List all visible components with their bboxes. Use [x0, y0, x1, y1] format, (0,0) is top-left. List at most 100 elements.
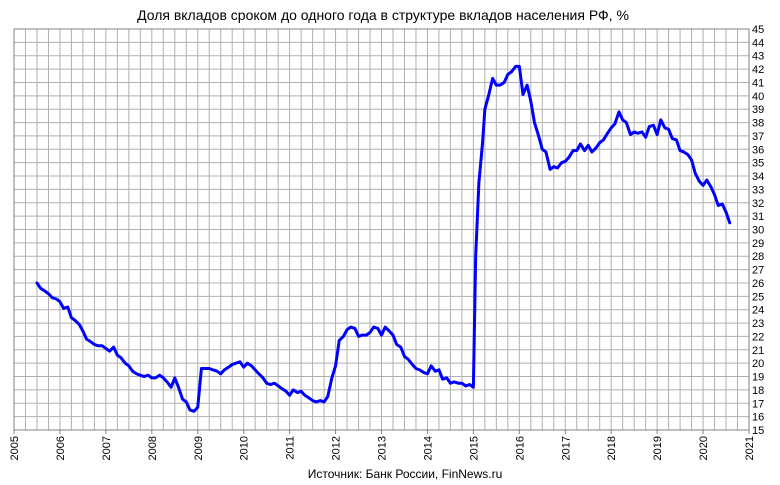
data-point [556, 166, 559, 170]
data-point [158, 374, 161, 377]
data-point [713, 193, 716, 196]
y-tick-label: 17 [752, 398, 764, 410]
data-point [472, 386, 475, 389]
data-point [322, 400, 326, 404]
data-point [162, 376, 165, 380]
data-point [146, 374, 150, 377]
data-point [112, 345, 115, 349]
data-point [208, 367, 211, 370]
x-tick-label: 2019 [652, 436, 664, 460]
series-layer [35, 64, 732, 413]
data-point [326, 395, 329, 398]
y-tick-label: 38 [752, 118, 764, 130]
y-tick-label: 33 [752, 184, 764, 196]
y-tick-label: 23 [752, 318, 764, 330]
data-point [319, 399, 322, 402]
data-point [131, 369, 134, 373]
data-point [629, 133, 632, 136]
data-point [663, 126, 667, 130]
data-point [123, 361, 127, 365]
data-point [73, 319, 77, 322]
y-tick-label: 22 [752, 331, 764, 343]
data-point [632, 130, 636, 134]
data-point [682, 150, 685, 154]
data-point [587, 144, 590, 147]
data-point [368, 331, 372, 334]
x-tick-label: 2017 [560, 436, 572, 460]
data-point [518, 65, 521, 68]
data-point [717, 204, 720, 207]
data-point [678, 149, 682, 152]
data-point [116, 353, 119, 357]
data-point [169, 386, 173, 389]
data-point [292, 388, 295, 392]
data-point [315, 400, 318, 404]
y-tick-label: 35 [752, 158, 764, 170]
data-point [414, 367, 418, 370]
data-point [135, 372, 138, 376]
data-point [288, 394, 291, 397]
data-point [215, 369, 219, 373]
data-point [227, 365, 230, 369]
y-tick-label: 18 [752, 385, 764, 397]
y-tick-label: 15 [752, 425, 764, 437]
data-point [139, 374, 142, 377]
data-point [560, 161, 563, 164]
y-tick-label: 28 [752, 251, 764, 263]
data-point [204, 367, 207, 370]
data-point [200, 367, 203, 370]
x-tick-label: 2011 [285, 436, 297, 460]
y-tick-label: 29 [752, 238, 764, 250]
data-point [177, 386, 180, 389]
y-tick-label: 20 [752, 358, 764, 370]
data-point [299, 390, 303, 393]
data-point [399, 345, 402, 349]
data-point [694, 172, 697, 175]
data-point [353, 327, 357, 330]
data-point [648, 125, 651, 128]
data-point [445, 376, 448, 380]
data-point [372, 325, 375, 329]
data-point [514, 65, 517, 68]
data-point [388, 329, 391, 333]
data-point [66, 305, 69, 309]
x-tick-label: 2012 [331, 436, 343, 460]
data-point [583, 149, 586, 152]
data-point [242, 365, 245, 369]
x-tick-label: 2008 [147, 436, 159, 460]
data-point [640, 130, 644, 134]
x-tick-label: 2014 [422, 436, 434, 460]
data-point [705, 178, 708, 182]
data-point [361, 333, 364, 337]
data-point [487, 94, 490, 98]
data-point [261, 376, 265, 380]
data-point [567, 156, 571, 159]
data-point [269, 383, 272, 386]
y-tick-label: 43 [752, 51, 764, 63]
data-point [594, 146, 598, 150]
x-tick-label: 2018 [606, 436, 618, 460]
data-point [652, 124, 655, 127]
x-axis: 2005 2006 2007 2008 2009 2010 2011 2012 2013 2014… [9, 430, 756, 460]
data-point [192, 410, 196, 413]
data-point [498, 83, 502, 87]
data-point [544, 150, 548, 154]
data-point [334, 364, 337, 368]
y-tick-label: 26 [752, 278, 764, 290]
data-point [606, 132, 609, 135]
data-point [231, 363, 234, 366]
data-point [93, 343, 96, 346]
data-point [43, 289, 46, 293]
y-tick-label: 27 [752, 265, 764, 277]
data-point [96, 344, 100, 347]
y-tick-label: 41 [752, 77, 764, 89]
y-tick-label: 37 [752, 131, 764, 143]
data-point [474, 255, 477, 258]
x-tick-label: 2005 [9, 436, 21, 460]
data-point [418, 368, 421, 372]
data-point [246, 361, 249, 365]
data-point [253, 368, 257, 372]
x-tick-label: 2021 [744, 436, 756, 460]
x-tick-label: 2006 [55, 436, 67, 460]
